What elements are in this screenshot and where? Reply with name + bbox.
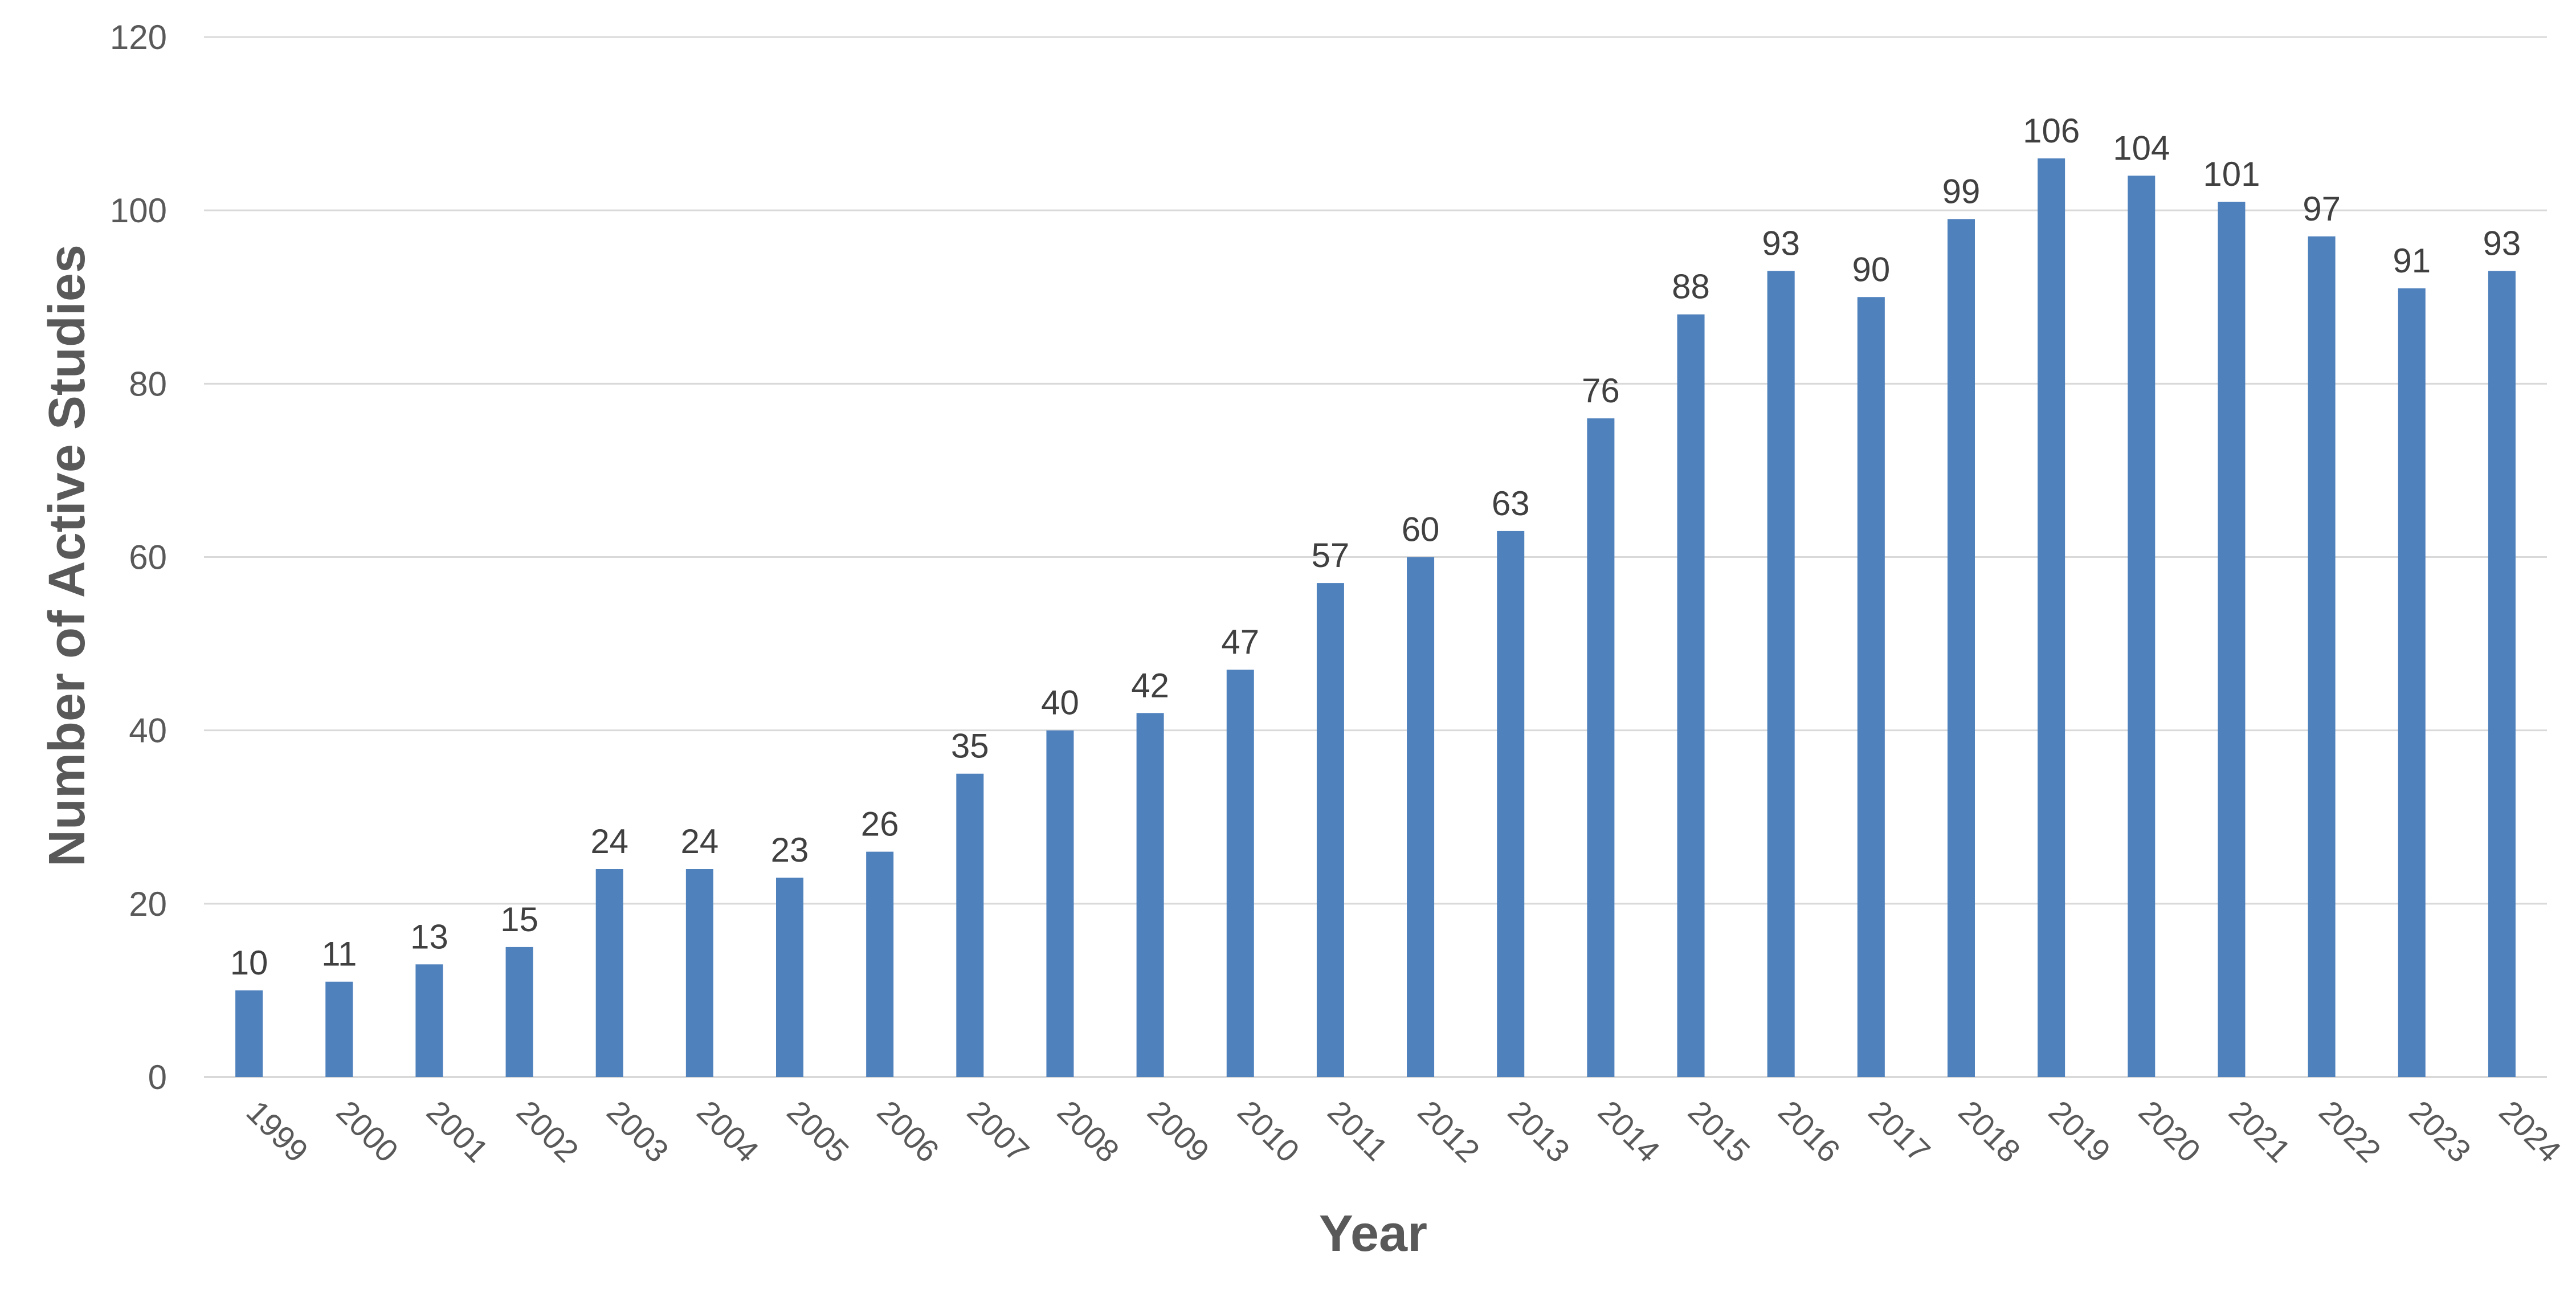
- bars: [235, 158, 2516, 1078]
- bar: [415, 964, 443, 1077]
- x-tick-label: 2002: [510, 1094, 586, 1169]
- bar: [235, 990, 263, 1077]
- x-tick-label: 2007: [961, 1094, 1036, 1169]
- x-tick-label: 2019: [2042, 1094, 2118, 1169]
- bar: [1677, 314, 1705, 1077]
- x-tick-label: 2023: [2402, 1094, 2478, 1169]
- x-tick-label: 2001: [420, 1094, 496, 1169]
- data-label: 10: [230, 944, 268, 982]
- x-tick-label: 2015: [1681, 1094, 1757, 1169]
- y-tick-label: 60: [129, 539, 167, 577]
- x-tick-label: 2021: [2222, 1094, 2298, 1169]
- bar: [2128, 176, 2155, 1077]
- data-label: 60: [1402, 511, 1440, 549]
- bar: [956, 773, 984, 1077]
- bar: [1497, 531, 1525, 1077]
- bar: [866, 851, 894, 1077]
- y-tick-label: 40: [129, 712, 167, 750]
- data-label: 47: [1221, 623, 1259, 661]
- data-label: 24: [590, 822, 628, 860]
- bar: [776, 878, 803, 1077]
- x-tick-label: 1999: [240, 1094, 316, 1169]
- x-tick-label: 2016: [1771, 1094, 1847, 1169]
- y-tick-label: 120: [110, 18, 167, 56]
- data-label: 106: [2023, 112, 2080, 150]
- data-label: 57: [1312, 536, 1350, 574]
- data-label: 23: [771, 831, 809, 869]
- x-tick-label: 2020: [2132, 1094, 2208, 1169]
- x-tick-label: 2009: [1141, 1094, 1216, 1169]
- x-tick-label: 2010: [1231, 1094, 1307, 1169]
- y-axis-title: Number of Active Studies: [39, 244, 96, 867]
- y-tick-label: 20: [129, 885, 167, 923]
- x-axis-title: Year: [1319, 1205, 1427, 1262]
- x-tick-label: 2012: [1411, 1094, 1487, 1169]
- x-tick-label: 2018: [1952, 1094, 2028, 1169]
- x-axis-ticks: 1999 2000 2001 2002 2003 2004 2005 2006 2007 2008…: [240, 1094, 2568, 1169]
- bar: [595, 869, 623, 1077]
- bar: [1407, 557, 1435, 1077]
- x-tick-label: 2006: [871, 1094, 946, 1169]
- bar: [685, 869, 713, 1077]
- bar: [1948, 219, 1975, 1077]
- data-label: 35: [951, 727, 989, 765]
- data-label: 42: [1131, 666, 1169, 704]
- data-labels: 10 11 13 15 24 24 23 26 35 40 42 47 57 60 63 76 88 93 90 99…: [230, 112, 2521, 982]
- data-label: 93: [2483, 225, 2521, 263]
- bar: [1587, 418, 1615, 1077]
- x-tick-label: 2011: [1321, 1094, 1395, 1168]
- x-tick-label: 2024: [2492, 1094, 2568, 1169]
- data-label: 88: [1672, 268, 1710, 306]
- x-tick-label: 2013: [1501, 1094, 1577, 1169]
- bar: [1767, 271, 1795, 1077]
- data-label: 93: [1762, 225, 1800, 263]
- bar: [2308, 236, 2336, 1078]
- data-label: 104: [2113, 129, 2170, 167]
- bar: [2488, 271, 2516, 1077]
- y-tick-label: 100: [110, 191, 167, 230]
- x-tick-label: 2022: [2312, 1094, 2388, 1169]
- data-label: 15: [500, 900, 538, 939]
- y-tick-label: 80: [129, 365, 167, 403]
- x-tick-label: 2008: [1051, 1094, 1126, 1169]
- data-label: 13: [410, 917, 448, 956]
- bar: [1136, 713, 1164, 1077]
- data-label: 26: [861, 805, 899, 843]
- bar: [1316, 583, 1344, 1077]
- data-label: 40: [1041, 684, 1079, 722]
- y-axis-ticks: 0 20 40 60 80 100 120: [110, 18, 167, 1096]
- x-tick-label: 2005: [781, 1094, 856, 1169]
- x-tick-label: 2014: [1591, 1094, 1667, 1169]
- x-tick-label: 2000: [330, 1094, 406, 1169]
- bar: [325, 981, 353, 1077]
- x-tick-label: 2017: [1861, 1094, 1937, 1169]
- x-tick-label: 2003: [600, 1094, 676, 1169]
- bar: [505, 947, 533, 1077]
- bar: [2218, 201, 2246, 1077]
- data-label: 11: [321, 935, 357, 973]
- data-label: 24: [680, 822, 718, 860]
- bar: [1046, 730, 1074, 1077]
- data-label: 97: [2303, 190, 2341, 228]
- gridlines: [204, 36, 2547, 1078]
- bar: [2398, 288, 2426, 1078]
- y-tick-label: 0: [148, 1058, 167, 1096]
- data-label: 101: [2203, 155, 2260, 193]
- data-label: 91: [2393, 242, 2431, 280]
- bar: [1857, 297, 1885, 1077]
- x-tick-label: 2004: [690, 1094, 766, 1169]
- data-label: 90: [1852, 250, 1890, 288]
- data-label: 63: [1492, 484, 1530, 523]
- data-label: 76: [1582, 372, 1620, 410]
- bar: [1226, 670, 1254, 1077]
- data-label: 99: [1942, 172, 1981, 210]
- bar: [2038, 158, 2065, 1078]
